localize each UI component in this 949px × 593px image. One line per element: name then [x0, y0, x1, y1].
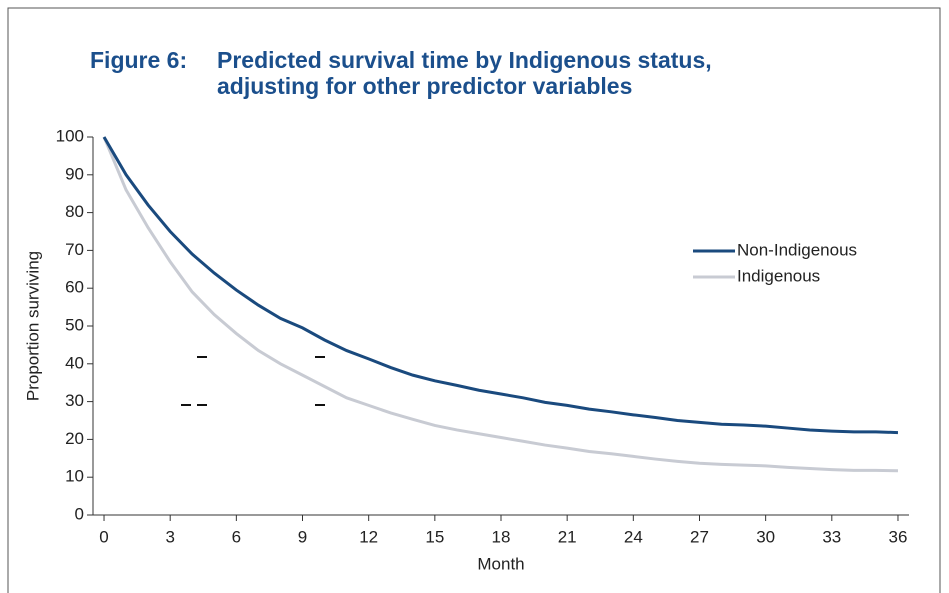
y-tick-label: 0: [75, 504, 84, 523]
x-tick-label: 24: [624, 527, 643, 546]
x-tick-label: 12: [359, 527, 378, 546]
x-tick-label: 0: [99, 527, 108, 546]
legend-label: Non-Indigenous: [737, 240, 857, 259]
x-tick-label: 15: [425, 527, 444, 546]
x-tick-label: 27: [690, 527, 709, 546]
y-axis-label: Proportion surviving: [23, 251, 42, 401]
x-tick-label: 9: [298, 527, 307, 546]
y-tick-label: 40: [65, 353, 84, 372]
stray-marks: [181, 356, 325, 406]
y-tick-label: 100: [56, 126, 84, 145]
frame: [7, 7, 941, 593]
y-tick-label: 60: [65, 278, 84, 297]
x-tick-label: 21: [558, 527, 577, 546]
x-tick-label: 30: [756, 527, 775, 546]
y-tick-label: 50: [65, 315, 84, 334]
chart-title: Figure 6:: [90, 47, 187, 73]
y-tick-label: 80: [65, 202, 84, 221]
y-tick-label: 20: [65, 429, 84, 448]
x-tick-label: 18: [492, 527, 511, 546]
y-tick-label: 90: [65, 164, 84, 183]
series-line: [102, 136, 899, 435]
x-tick-label: 36: [889, 527, 908, 546]
x-tick-label: 6: [232, 527, 241, 546]
legend-label: Indigenous: [737, 266, 820, 285]
x-tick-label: 3: [165, 527, 174, 546]
y-tick-label: 30: [65, 391, 84, 410]
chart-subtitle: adjusting for other predictor variables: [217, 73, 632, 99]
y-tick-label: 10: [65, 467, 84, 486]
y-tick-label: 70: [65, 240, 84, 259]
chart-subtitle: Predicted survival time by Indigenous st…: [217, 47, 712, 73]
x-axis-label: Month: [477, 554, 524, 573]
x-tick-label: 33: [822, 527, 841, 546]
series-line: [102, 136, 898, 473]
